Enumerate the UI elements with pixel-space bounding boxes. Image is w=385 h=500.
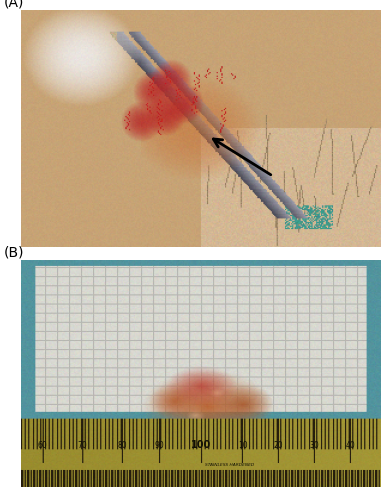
Text: 40: 40: [346, 441, 355, 450]
Text: 90: 90: [155, 441, 165, 450]
Text: 100: 100: [191, 440, 211, 450]
Text: STAINLESS HARDENED: STAINLESS HARDENED: [205, 463, 254, 467]
Text: 70: 70: [77, 441, 87, 450]
Text: (A): (A): [4, 0, 24, 9]
Text: 80: 80: [117, 441, 127, 450]
Text: 30: 30: [310, 441, 320, 450]
Text: 20: 20: [274, 441, 283, 450]
Text: (B): (B): [4, 245, 24, 259]
Text: 60: 60: [38, 441, 48, 450]
Text: 10: 10: [238, 441, 248, 450]
